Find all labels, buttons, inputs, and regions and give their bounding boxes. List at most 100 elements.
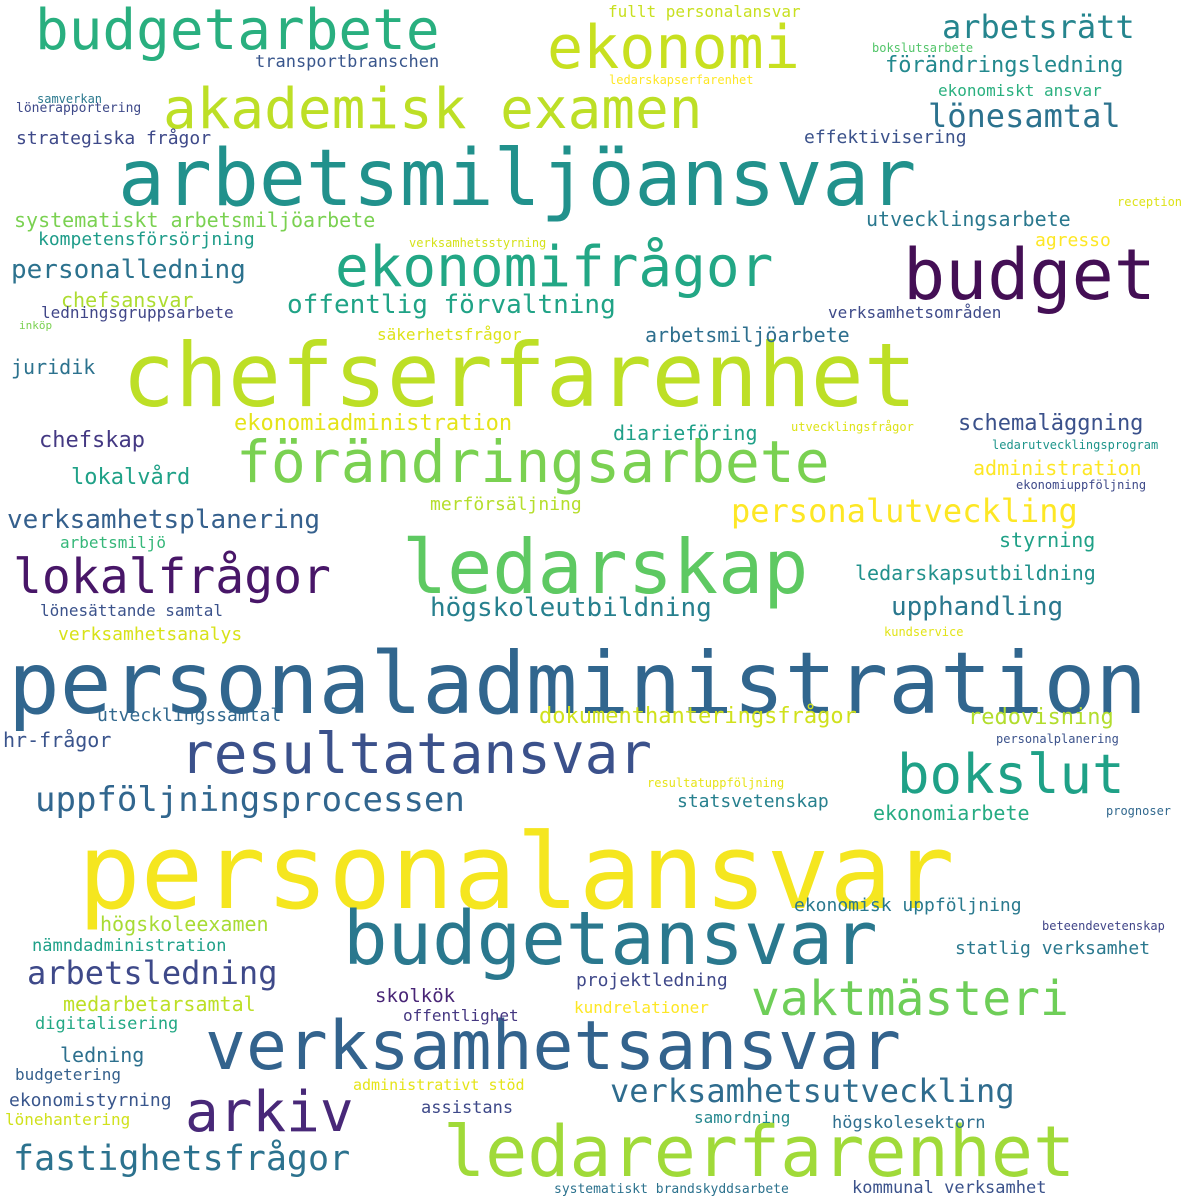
- word-utvecklingsarbete: utvecklingsarbete: [866, 207, 1071, 231]
- word-offentlighet: offentlighet: [403, 1006, 519, 1025]
- word-skolkok: skolkök: [375, 985, 456, 1007]
- word-vaktmasteri: vaktmästeri: [751, 971, 1069, 1027]
- word-diarieforing: diarieföring: [613, 421, 758, 445]
- word-upphandling: upphandling: [891, 592, 1064, 622]
- word-resultatuppfoljning: resultatuppföljning: [647, 776, 785, 790]
- word-ledningsgruppsarbete: ledningsgruppsarbete: [41, 303, 234, 322]
- word-statsvetenskap: statsvetenskap: [677, 791, 829, 812]
- word-kundrelationer: kundrelationer: [574, 998, 709, 1017]
- word-ekonomiadministration: ekonomiadministration: [234, 411, 513, 436]
- word-hogskoleutbildning: högskoleutbildning: [430, 593, 712, 623]
- word-schemalaggning: schemaläggning: [958, 411, 1144, 436]
- word-ledarskap: ledarskap: [402, 523, 809, 611]
- word-arbetsmiljoarbete: arbetsmiljöarbete: [645, 323, 850, 347]
- word-inkop: inköp: [19, 319, 53, 332]
- word-fastighetsfragor: fastighetsfrågor: [13, 1139, 351, 1179]
- word-personalplanering: personalplanering: [996, 732, 1119, 746]
- word-ekonomi: ekonomi: [547, 13, 800, 83]
- word-prognoser: prognoser: [1106, 804, 1172, 818]
- word-statlig-verksamhet: statlig verksamhet: [955, 938, 1151, 959]
- word-juridik: juridik: [11, 355, 96, 379]
- word-samverkan: samverkan: [37, 92, 103, 106]
- word-forandringsarbete: förändringsarbete: [236, 428, 830, 496]
- word-kundservice: kundservice: [884, 625, 964, 639]
- word-ledarskapserfarenhet: ledarskapserfarenhet: [609, 73, 754, 87]
- word-uppfoljningsprocessen: uppföljningsprocessen: [35, 780, 465, 820]
- word-budget: budget: [903, 234, 1156, 316]
- word-merforsaljning: merförsäljning: [430, 494, 582, 515]
- word-transportbranschen: transportbranschen: [255, 52, 440, 72]
- word-administration: administration: [973, 456, 1142, 480]
- word-dokumenthanteringsfragor: dokumenthanteringsfrågor: [539, 704, 857, 729]
- word-budgetarbete: budgetarbete: [35, 0, 440, 63]
- word-lonehantering: lönehantering: [5, 1110, 131, 1129]
- word-resultatansvar: resultatansvar: [180, 722, 653, 787]
- word-ekonomiskt-ansvar: ekonomiskt ansvar: [938, 81, 1102, 100]
- word-ledarutvecklingsprogram: ledarutvecklingsprogram: [992, 438, 1159, 452]
- word-lonerapportering: lönerapportering: [16, 101, 142, 116]
- word-hogskolesektorn: högskolesektorn: [832, 1113, 986, 1133]
- word-styrning: styrning: [999, 528, 1096, 552]
- word-redovisning: redovisning: [968, 705, 1114, 730]
- word-samordning: samordning: [694, 1108, 791, 1127]
- word-ledning: ledning: [60, 1043, 145, 1067]
- word-chefskap: chefskap: [39, 428, 145, 453]
- word-kommunal-verksamhet: kommunal verksamhet: [852, 1178, 1047, 1198]
- word-beteendevetenskap: beteendevetenskap: [1042, 919, 1165, 933]
- word-administrativt-stod: administrativt stöd: [353, 1076, 525, 1094]
- word-verksamhetsomraden: verksamhetsområden: [828, 303, 1002, 322]
- word-personalledning: personalledning: [11, 255, 246, 285]
- word-bokslut: bokslut: [897, 743, 1125, 806]
- word-arbetsledning: arbetsledning: [27, 954, 278, 992]
- word-ekonomiarbete: ekonomiarbete: [873, 801, 1030, 825]
- word-verksamhetsplanering: verksamhetsplanering: [7, 505, 321, 535]
- word-bokslutsarbete: bokslutsarbete: [872, 41, 974, 55]
- word-ekonomistyrning: ekonomistyrning: [9, 1090, 172, 1111]
- word-hogskoleexamen: högskoleexamen: [100, 912, 269, 936]
- word-medarbetarsamtal: medarbetarsamtal: [63, 992, 256, 1016]
- word-ekonomifragor: ekonomifrågor: [335, 235, 774, 300]
- word-projektledning: projektledning: [576, 970, 728, 991]
- word-offentlig-forvaltning: offentlig förvaltning: [287, 290, 616, 320]
- word-digitalisering: digitalisering: [35, 1014, 179, 1034]
- word-sakerhetsfragor: säkerhetsfrågor: [377, 325, 522, 344]
- word-budgetering: budgetering: [15, 1065, 121, 1084]
- word-budgetansvar: budgetansvar: [343, 896, 878, 982]
- word-reception: reception: [1117, 195, 1183, 209]
- word-fullt-personalansvar: fullt personalansvar: [608, 2, 801, 21]
- word-strategiska-fragor: strategiska frågor: [16, 128, 212, 149]
- word-ekonomiuppfoljning: ekonomiuppföljning: [1016, 478, 1147, 492]
- word-hr-fragor: hr-frågor: [3, 728, 112, 752]
- word-verksamhetsansvar: verksamhetsansvar: [205, 1007, 901, 1086]
- word-verksamhetsanalys: verksamhetsanalys: [58, 624, 243, 645]
- word-utvecklingsfragor: utvecklingsfrågor: [791, 420, 914, 434]
- word-lonesamtal: lönesamtal: [928, 97, 1121, 135]
- word-personalansvar: personalansvar: [78, 811, 955, 933]
- word-systematiskt-arbetsmiljoarbete: systematiskt arbetsmiljöarbete: [14, 208, 376, 232]
- word-agresso: agresso: [1035, 230, 1111, 251]
- word-personalutveckling: personalutveckling: [731, 492, 1078, 530]
- word-assistans: assistans: [421, 1098, 514, 1118]
- word-verksamhetsstyrning: verksamhetsstyrning: [409, 236, 547, 250]
- word-lokalfragor: lokalfrågor: [13, 549, 331, 605]
- word-kompetensforsorjning: kompetensförsörjning: [38, 229, 255, 250]
- word-utvecklingssamtal: utvecklingssamtal: [97, 705, 282, 726]
- word-ekonomisk-uppfoljning: ekonomisk uppföljning: [794, 895, 1022, 916]
- word-ledarerfarenhet: ledarerfarenhet: [443, 1111, 1076, 1193]
- word-chefsansvar: chefsansvar: [61, 288, 194, 312]
- word-lonesattande-samtal: lönesättande samtal: [40, 601, 224, 620]
- word-arkiv: arkiv: [185, 1080, 354, 1145]
- word-forandringsledning: förändringsledning: [885, 53, 1124, 78]
- word-personaladministration: personaladministration: [8, 634, 1148, 734]
- word-lokalvard: lokalvård: [71, 465, 191, 490]
- word-arbetsratt: arbetsrätt: [942, 8, 1135, 46]
- word-arbetsmiljoansvar: arbetsmiljöansvar: [118, 134, 917, 224]
- word-arbetsmiljo: arbetsmiljö: [60, 533, 166, 552]
- word-namndadministration: nämndadministration: [32, 936, 227, 956]
- word-verksamhetsutveckling: verksamhetsutveckling: [610, 1072, 1015, 1110]
- word-akademisk-examen: akademisk examen: [163, 77, 703, 142]
- word-systematiskt-brandskyddsarbete: systematiskt brandskyddsarbete: [554, 1182, 789, 1197]
- word-effektivisering: effektivisering: [804, 127, 967, 148]
- word-chefserfarenhet: chefserfarenhet: [122, 324, 917, 427]
